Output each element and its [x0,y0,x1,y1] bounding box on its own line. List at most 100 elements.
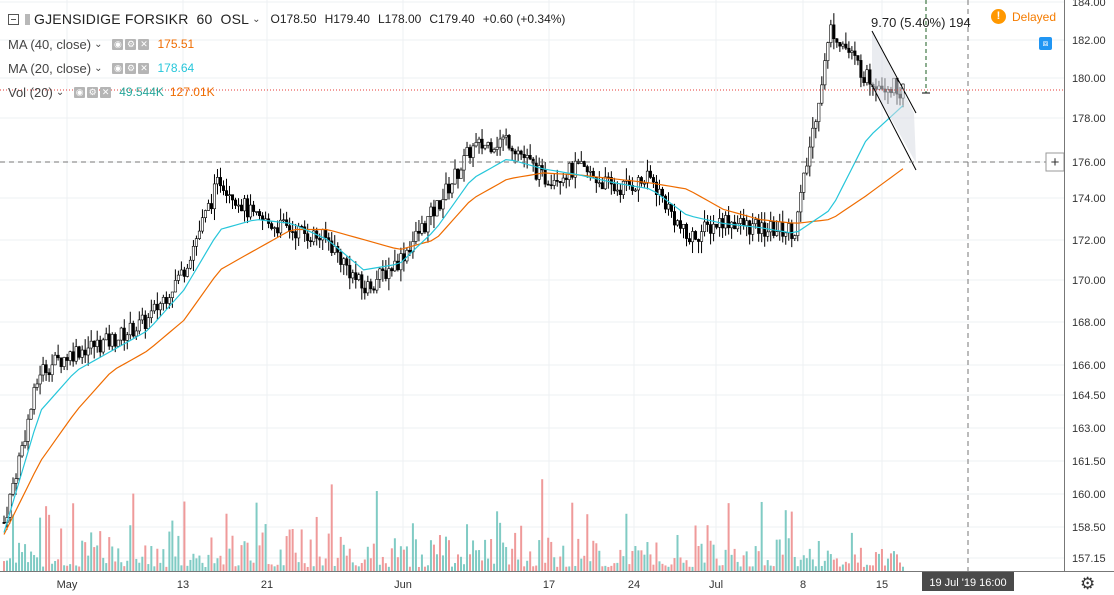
zoom-icon[interactable]: ⧈ [1039,37,1052,50]
volume-bar [505,547,508,571]
volume-bar [429,540,432,571]
indicator-row-volume[interactable]: Vol (20) ⌄ ◉ ⚙ ✕ 49.544K 127.01K [8,83,215,101]
volume-bar [327,533,330,571]
candle-body [850,50,854,53]
volume-bar [18,542,21,571]
candle-body [318,238,322,241]
interval[interactable]: 60 [196,11,213,27]
candle-body [113,334,117,347]
volume-bar [36,557,39,571]
candle-body [504,135,508,138]
indicator-row-ma20[interactable]: MA (20, close) ⌄ ◉ ⚙ ✕ 178.64 [8,59,194,77]
channel-line-upper [871,30,917,114]
candle-body [26,418,30,442]
candle-body [486,142,490,146]
volume-bar [637,550,640,571]
candle-body [408,249,412,253]
volume-bar [526,560,529,571]
candle-body [736,223,740,230]
volume-bar [381,556,384,571]
close-icon[interactable]: ✕ [100,86,112,98]
candle-body [793,235,797,239]
candle-body [240,204,244,212]
volume-bar [66,565,69,571]
volume-bar [646,542,649,571]
volume-bar [502,542,505,571]
volume-bar [454,563,457,571]
candle-body [648,170,652,178]
volume-bar [568,566,571,571]
collapse-icon[interactable] [8,13,19,25]
volume-bar [267,564,270,571]
candle-body [838,42,842,47]
volume-bar [438,535,441,571]
candle-body [516,150,520,155]
indicator-row-ma40[interactable]: MA (40, close) ⌄ ◉ ⚙ ✕ 175.51 [8,35,194,53]
close-icon[interactable]: ✕ [138,62,150,74]
volume-bar [57,559,60,571]
volume-bar [832,559,835,571]
volume-bar [817,540,820,571]
volume-bar [204,566,207,571]
volume-bar [219,555,222,571]
candle-body [173,280,177,293]
volume-bar [270,564,273,571]
volume-bar [420,554,423,571]
symbol-name[interactable]: GJENSIDIGE FORSIKR [34,11,189,27]
volume-bar [631,551,634,571]
candle-body [751,223,755,235]
eye-icon[interactable]: ◉ [74,86,86,98]
volume-bar [255,502,258,571]
volume-bar [811,559,814,571]
candle-body [781,221,785,237]
volume-bar [784,510,787,571]
volume-bar [243,541,246,571]
price-tick-label: 158.50 [1072,522,1106,534]
candle-body [279,219,283,234]
volume-bar [550,541,553,571]
volume-bar [487,558,490,571]
time-tick-label: 8 [800,579,806,591]
candle-body [306,233,310,241]
volume-bar [574,565,577,571]
candle-body [814,121,818,129]
volume-bar [177,535,180,571]
candle-body [291,231,295,233]
candle-body [654,181,658,195]
eye-icon[interactable]: ◉ [112,62,124,74]
volume-bar [321,565,324,571]
volume-bar [216,558,219,571]
settings-icon[interactable]: ⚙ [125,62,137,74]
chevron-down-icon[interactable]: ⌄ [94,38,103,50]
close-icon[interactable]: ✕ [138,38,150,50]
candle-body [483,144,487,149]
volume-bar [898,562,901,571]
candle-body [552,180,556,186]
candle-body [862,77,866,83]
gear-icon[interactable]: ⚙ [1080,574,1096,593]
settings-icon[interactable]: ⚙ [87,86,99,98]
volume-bar [405,546,408,571]
chevron-down-icon[interactable]: ⌄ [94,62,103,74]
eye-icon[interactable]: ◉ [112,38,124,50]
volume-bar [207,554,210,571]
candle-body [14,478,18,484]
volume-bar [366,546,369,571]
candle-body [763,222,767,237]
chevron-down-icon[interactable]: ⌄ [252,13,261,25]
chevron-down-icon[interactable]: ⌄ [55,86,65,98]
delayed-badge[interactable]: ! Delayed [991,9,1056,24]
volume-bar [387,566,390,571]
settings-icon[interactable]: ⚙ [125,38,137,50]
candle-body [50,364,54,376]
volume-bar [484,539,487,571]
volume-bar [78,566,81,571]
crosshair-time-label: 19 Jul '19 16:00 [929,577,1006,589]
volume-bar [859,547,862,571]
candle-body [161,297,165,304]
volume-bar [514,532,517,571]
candle-body [546,183,550,186]
volume-bar [850,532,853,571]
high-label: H [324,12,334,26]
